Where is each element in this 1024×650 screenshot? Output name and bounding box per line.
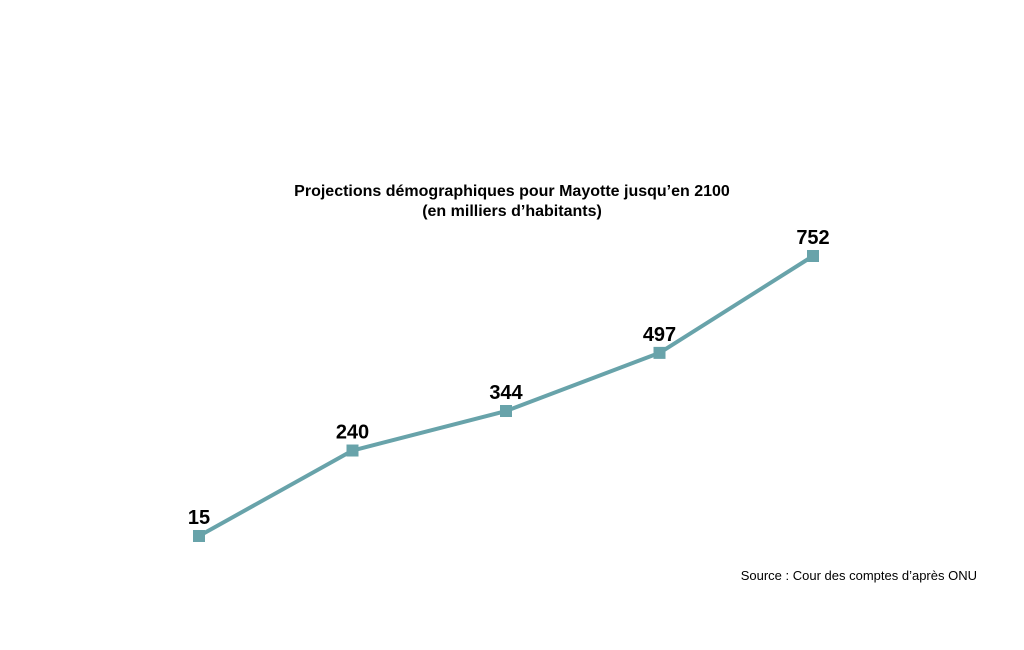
data-point-marker [346,444,359,457]
data-point-marker [807,250,819,262]
data-point-marker [500,405,512,418]
source-note: Source : Cour des comptes d’après ONU [740,568,977,583]
chart-title-main: Projections démographiques pour Mayotte … [294,183,730,200]
chart-subtitle: (en milliers d’habitants) [422,203,602,220]
data-label: 15 [188,507,210,529]
data-label: 752 [796,227,829,249]
chart-title: Projections démographiques pour Mayotte … [0,182,1024,222]
data-point-marker [653,346,666,359]
data-point-marker [193,530,205,542]
data-label: 497 [643,324,676,346]
data-label: 344 [489,382,523,404]
data-label: 240 [336,422,369,444]
